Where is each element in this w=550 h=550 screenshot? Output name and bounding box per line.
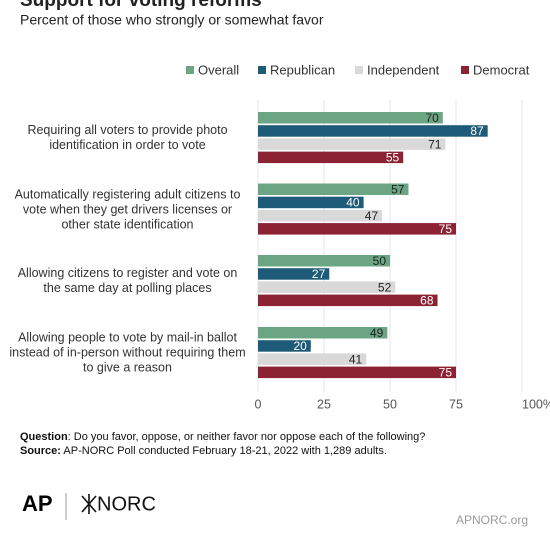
bar (258, 138, 446, 150)
bar (258, 209, 383, 222)
legend-label: Democrat (473, 62, 530, 77)
chart-subtitle: Percent of those who strongly or somewha… (20, 12, 324, 28)
note-label: Source: (20, 445, 61, 457)
logo-norc: NORC (97, 493, 156, 515)
value-label: 40 (346, 196, 360, 210)
value-label: 75 (439, 222, 453, 236)
value-label: 49 (370, 326, 384, 340)
note-text: AP-NORC Poll conducted February 18-21, 2… (60, 445, 387, 457)
chart-title: Support for voting reforms (20, 0, 262, 11)
bar (258, 353, 367, 365)
bar (258, 125, 488, 137)
value-label: 75 (439, 366, 453, 380)
value-label: 47 (365, 209, 379, 223)
bar (258, 223, 456, 235)
category-label: Automatically registering adult citizens… (14, 187, 241, 232)
legend-label: Republican (270, 62, 335, 77)
bar (258, 112, 443, 124)
x-tick-label: 50 (383, 397, 397, 411)
note-label: Question (20, 431, 68, 443)
website: APNORC.org (456, 513, 528, 527)
bar (258, 294, 438, 307)
bar (258, 151, 404, 164)
note: Source: AP-NORC Poll conducted February … (20, 445, 387, 457)
value-label: 71 (428, 137, 442, 151)
bar (258, 327, 388, 339)
bar (258, 183, 409, 195)
x-tick-label: 0 (255, 397, 262, 411)
category-label: Allowing people to vote by mail-in ballo… (9, 330, 246, 375)
legend-label: Independent (367, 62, 440, 77)
value-label: 50 (373, 254, 387, 268)
bar (258, 281, 396, 293)
category-label: Allowing citizens to register and vote o… (17, 266, 238, 296)
logo-star (81, 494, 97, 514)
value-label: 87 (470, 124, 484, 138)
bar (258, 255, 390, 267)
x-tick-label: 75 (449, 397, 463, 411)
x-tick-label: 100% (522, 397, 550, 411)
legend-label: Overall (198, 62, 239, 77)
category-label: Requiring all voters to provide photo id… (27, 123, 228, 153)
bar (258, 366, 456, 379)
bar (258, 196, 364, 209)
value-label: 20 (293, 339, 307, 353)
bar (258, 268, 330, 280)
value-label: 70 (425, 111, 439, 125)
bar (258, 340, 311, 352)
note-text: : Do you favor, oppose, or neither favor… (67, 431, 426, 443)
value-label: 68 (420, 294, 434, 308)
legend-swatch (186, 66, 194, 74)
x-tick-label: 25 (317, 397, 331, 411)
legend-swatch (258, 66, 266, 74)
legend-swatch (461, 66, 469, 74)
logo-ap: AP (22, 491, 53, 516)
value-label: 41 (349, 352, 363, 366)
value-label: 55 (386, 151, 400, 165)
value-label: 52 (378, 280, 392, 294)
legend-swatch (355, 66, 363, 74)
note: Question: Do you favor, oppose, or neith… (20, 431, 425, 443)
value-label: 27 (312, 267, 326, 281)
value-label: 57 (391, 182, 405, 196)
